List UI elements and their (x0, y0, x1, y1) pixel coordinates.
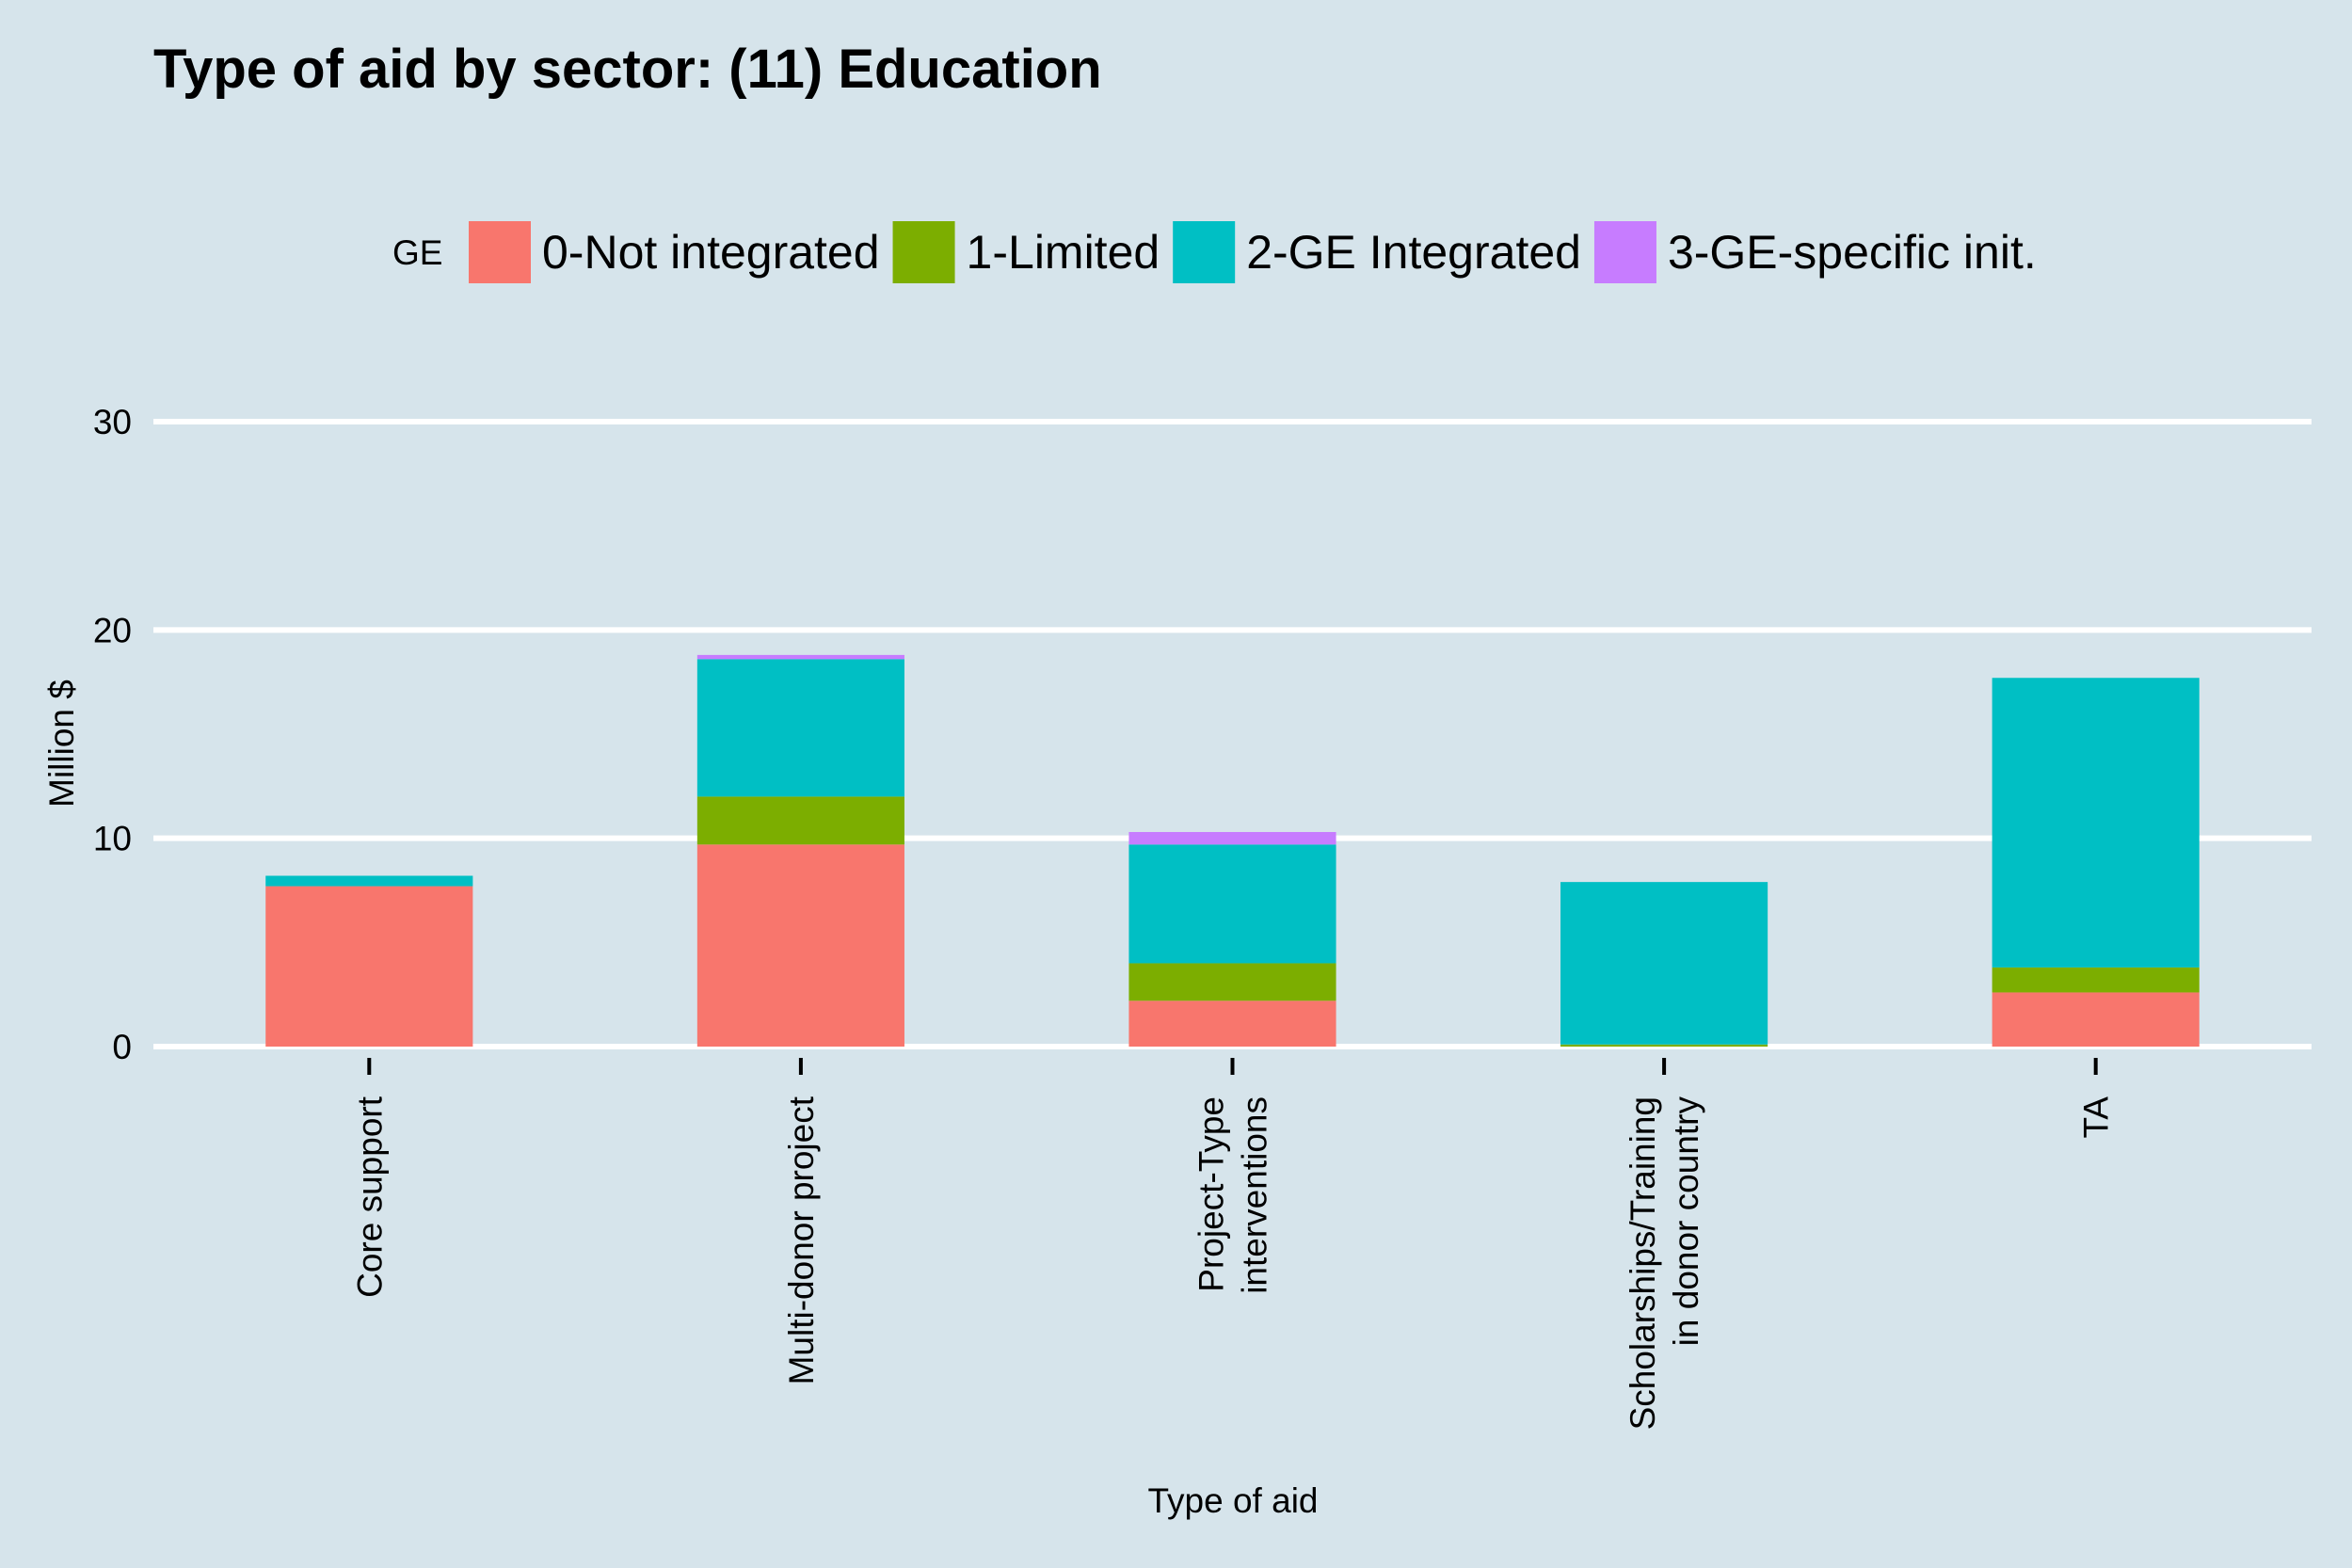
x-tick-label: Core support (350, 1096, 389, 1298)
bar-segment (1128, 1000, 1336, 1047)
legend-item: 2-GE Integrated (1173, 221, 1581, 283)
x-tick-label: TA (2077, 1096, 2116, 1139)
x-tick-label-line: in donor country (1667, 1096, 1705, 1347)
bar-segment (696, 654, 904, 660)
legend-label: 2-GE Integrated (1246, 226, 1581, 279)
x-tick-label: Multi-donor project (782, 1096, 821, 1384)
legend-item: 0-Not integrated (469, 221, 880, 283)
legend-label: 3-GE-specific init. (1668, 226, 2037, 279)
x-tick-label-line: TA (2077, 1096, 2116, 1139)
legend-swatch (469, 221, 531, 283)
chart-title: Type of aid by sector: (11) Education (153, 39, 1102, 100)
bar-segment (1128, 832, 1336, 845)
bar-segment (1560, 1044, 1768, 1047)
bars (265, 654, 2200, 1047)
legend-title: GE (392, 233, 442, 272)
legend-label: 1-Limited (967, 226, 1160, 279)
legend-label: 0-Not integrated (542, 226, 880, 279)
x-tick-label-line: Multi-donor project (782, 1096, 821, 1384)
x-tick-label: Scholarships/Training in donor country (1624, 1096, 1705, 1431)
y-tick-label: 10 (93, 820, 132, 858)
bar-segment (1128, 963, 1336, 1001)
y-tick-label: 20 (93, 611, 132, 649)
bar-segment (1992, 678, 2200, 968)
x-tick-label: Project-Type interventions (1192, 1096, 1274, 1294)
x-axis: Core support Multi-donor project Project-T… (350, 1058, 2116, 1431)
x-axis-label: Type of aid (1147, 1481, 1318, 1520)
y-axis: 0 10 20 30 (93, 403, 132, 1066)
legend-swatch (892, 221, 955, 283)
bar-segment (696, 659, 904, 797)
bar-segment (1560, 882, 1768, 1045)
legend-item: 3-GE-specific init. (1593, 221, 2037, 283)
bar-segment (1128, 844, 1336, 964)
bar-segment (1992, 992, 2200, 1047)
bar-segment (696, 796, 904, 845)
legend-item: 1-Limited (892, 221, 1160, 283)
x-tick-label-line: Core support (350, 1096, 389, 1298)
x-tick-label-line: Scholarships/Training (1624, 1096, 1662, 1430)
bar-segment (265, 886, 473, 1047)
x-tick-label-line: interventions (1236, 1096, 1274, 1294)
x-tick-label-line: Project-Type (1192, 1096, 1231, 1292)
bar-segment (1992, 967, 2200, 993)
bar-segment (265, 875, 473, 887)
y-tick-label: 30 (93, 403, 132, 441)
legend: GE 0-Not integrated 1-Limited 2-GE Integrat… (392, 221, 2037, 283)
legend-swatch (1593, 221, 1656, 283)
y-axis-label: Million $ (42, 680, 81, 808)
bar-segment (696, 844, 904, 1047)
y-tick-label: 0 (112, 1028, 132, 1066)
legend-swatch (1173, 221, 1236, 283)
